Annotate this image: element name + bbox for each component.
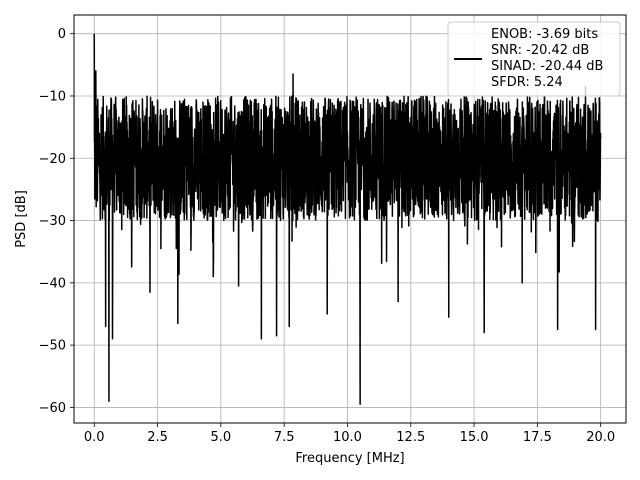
y-tick-label: −50 <box>39 339 66 354</box>
y-tick-label: −40 <box>39 276 66 291</box>
x-tick-label: 12.5 <box>396 430 425 445</box>
legend-sfdr: SFDR: 5.24 <box>491 75 563 90</box>
x-tick-label: 20.0 <box>586 430 615 445</box>
legend-enob: ENOB: -3.69 bits <box>491 27 598 42</box>
x-axis: 0.0 2.5 5.0 7.5 10.0 12.5 15.0 17.5 20.0 <box>84 423 615 445</box>
x-tick-label: 17.5 <box>523 430 552 445</box>
series-group <box>93 33 602 406</box>
x-tick-label: 10.0 <box>333 430 362 445</box>
y-tick-label: −60 <box>39 401 66 416</box>
x-tick-label: 7.5 <box>274 430 295 445</box>
x-tick-label: 5.0 <box>211 430 232 445</box>
x-tick-label: 2.5 <box>147 430 168 445</box>
x-tick-label: 15.0 <box>460 430 489 445</box>
y-axis-label: PSD [dB] <box>14 190 29 248</box>
y-tick-label: −10 <box>39 89 66 104</box>
plot-frame <box>73 14 627 424</box>
y-axis: 0 −10 −20 −30 −40 −50 −60 <box>39 27 74 416</box>
legend-box <box>447 21 621 97</box>
y-tick-label: −20 <box>39 152 66 167</box>
y-tick-label: 0 <box>58 27 66 42</box>
x-tick-label: 0.0 <box>84 430 105 445</box>
legend-sinad: SINAD: -20.44 dB <box>491 59 603 74</box>
y-tick-label: −30 <box>39 214 66 229</box>
legend: ENOB: -3.69 bits SNR: -20.42 dB SINAD: -… <box>447 21 621 97</box>
legend-snr: SNR: -20.42 dB <box>491 43 589 58</box>
psd-series-line <box>93 33 602 406</box>
x-axis-label: Frequency [MHz] <box>295 451 404 466</box>
